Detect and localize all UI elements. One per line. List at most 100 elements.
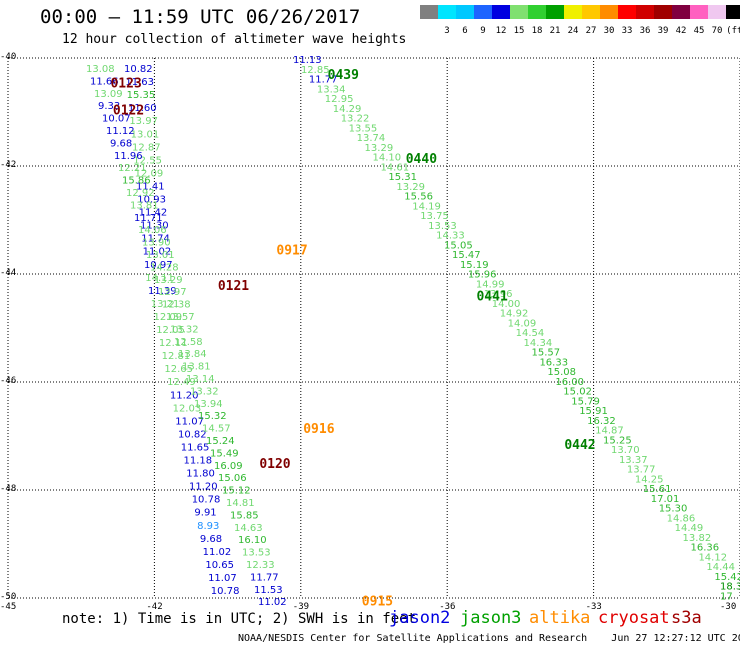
wave-height-value: 10.97 — [144, 260, 173, 271]
wave-height-value: 13.29 — [154, 275, 183, 286]
wave-height-value: 11.65 — [181, 442, 210, 453]
wave-height-value: 15.79 — [571, 396, 600, 407]
wave-height-value: 13.22 — [341, 114, 370, 125]
wave-height-value: 11.80 — [186, 469, 215, 480]
wave-height-value: 13.32 — [170, 324, 199, 335]
wave-height-value: 14.54 — [516, 328, 545, 339]
legend-label: 27 — [585, 26, 597, 36]
wave-height-value: 13.32 — [190, 386, 219, 397]
wave-height-value: 12.38 — [162, 300, 191, 311]
wave-height-value: 13.01 — [131, 129, 160, 140]
wave-height-value: 12.65 — [164, 364, 193, 375]
wave-height-value: 16.09 — [214, 461, 243, 472]
wave-height-value: 16.00 — [555, 377, 584, 388]
lat-tick-label: -42 — [0, 160, 17, 170]
wave-height-value: 13.81 — [130, 200, 159, 211]
legend-label: 18 — [531, 26, 543, 36]
wave-height-value: 13.94 — [194, 399, 223, 410]
wave-height-value: 12.58 — [174, 337, 203, 348]
wave-height-value: 12.03 — [173, 403, 202, 414]
pass-time-label: 0120 — [259, 457, 290, 472]
legend-swatch — [654, 5, 672, 19]
wave-height-value: 10.78 — [192, 495, 221, 506]
wave-height-value: 10.93 — [137, 195, 166, 206]
wave-height-value: 8.93 — [197, 521, 219, 532]
pass-time-label: 0916 — [303, 422, 334, 437]
wave-height-value: 11.18 — [184, 456, 213, 467]
legend-swatch — [600, 5, 618, 19]
wave-height-value: 11.96 — [114, 151, 143, 162]
legend-label: 9 — [480, 26, 486, 36]
wave-height-value: 13.70 — [611, 445, 640, 456]
wave-height-value: 14.12 — [698, 552, 727, 563]
wave-height-value: 12.85 — [301, 65, 330, 76]
credit-agency: NOAA/NESDIS Center for Satellite Applica… — [238, 633, 588, 644]
wave-height-value: 13.34 — [317, 84, 346, 95]
wave-height-value: 13.14 — [186, 374, 215, 385]
wave-height-value: 11.60 — [128, 103, 157, 114]
wave-height-value: 12.11 — [159, 338, 188, 349]
satellite-name: altika — [529, 608, 591, 628]
wave-height-value: 14.09 — [508, 318, 537, 329]
wave-height-value: 9.68 — [200, 534, 222, 545]
wave-height-value: 13.53 — [428, 221, 457, 232]
legend-swatch — [618, 5, 636, 19]
wave-height-value: 14.63 — [234, 523, 263, 534]
legend-swatch — [510, 5, 528, 19]
wave-height-value: 17 — [720, 591, 733, 602]
wave-height-value: 15.32 — [198, 411, 227, 422]
wave-height-value: 12.97 — [158, 287, 187, 298]
wave-height-value: 14.06 — [138, 225, 167, 236]
wave-height-value: 11.02 — [203, 547, 232, 558]
wave-height-value: 14.33 — [436, 231, 465, 242]
lon-tick-label: -42 — [146, 602, 163, 612]
satellite-name: jason3 — [460, 608, 522, 628]
lat-tick-label: -44 — [0, 268, 17, 278]
wave-height-value: 16.10 — [238, 535, 267, 546]
pass-time-label: 0441 — [476, 290, 507, 305]
legend-swatch — [474, 5, 492, 19]
satellite-name: s3a — [671, 608, 702, 628]
wave-height-value: 15.30 — [659, 504, 688, 515]
wave-height-value: 14.49 — [675, 523, 704, 534]
wave-height-value: 13.82 — [683, 533, 712, 544]
legend-swatch — [546, 5, 564, 19]
wave-height-value: 15.96 — [468, 270, 497, 281]
legend-swatch — [456, 5, 474, 19]
wave-height-value: 15.61 — [643, 484, 672, 495]
wave-height-value: 12.09 — [153, 312, 182, 323]
wave-height-value: 12.33 — [246, 560, 275, 571]
wave-height-value: 15.02 — [563, 387, 592, 398]
wave-height-value: 11.41 — [136, 181, 165, 192]
legend-swatch — [726, 5, 740, 19]
wave-height-value: 14.00 — [492, 299, 521, 310]
wave-height-value: 11.07 — [208, 573, 237, 584]
wave-height-value: 15.35 — [127, 90, 156, 101]
wave-height-value: 13.96 — [484, 289, 513, 300]
wave-height-value: 9.68 — [110, 138, 132, 149]
pass-time-label: 0121 — [218, 279, 249, 294]
wave-height-value: 13.53 — [242, 548, 271, 559]
wave-height-value: 16.32 — [587, 416, 616, 427]
wave-height-value: 15.91 — [579, 406, 608, 417]
legend-swatch — [420, 5, 438, 19]
wave-height-value: 13.81 — [182, 362, 211, 373]
wave-height-value: 13.29 — [365, 143, 394, 154]
wave-height-value: 13.57 — [166, 312, 195, 323]
wave-height-value: 10.65 — [205, 560, 234, 571]
wave-height-value: 15.86 — [122, 176, 151, 187]
legend-label: 70 — [711, 26, 723, 36]
note-text: note: 1) Time is in UTC; 2) SWH is in fe… — [62, 611, 417, 627]
legend-swatch — [582, 5, 600, 19]
lon-tick-label: -39 — [292, 602, 310, 612]
wave-height-value: 12.92 — [126, 188, 155, 199]
wave-height-value: 15.12 — [222, 486, 251, 497]
pass-time-label: 0123 — [110, 76, 141, 91]
lon-tick-label: -45 — [0, 602, 17, 612]
wave-height-value: 10.82 — [178, 429, 207, 440]
legend-swatch — [492, 5, 510, 19]
wave-height-value: 12.95 — [325, 94, 354, 105]
wave-height-value: 13.90 — [142, 238, 171, 249]
wave-height-value: 14.34 — [524, 338, 553, 349]
